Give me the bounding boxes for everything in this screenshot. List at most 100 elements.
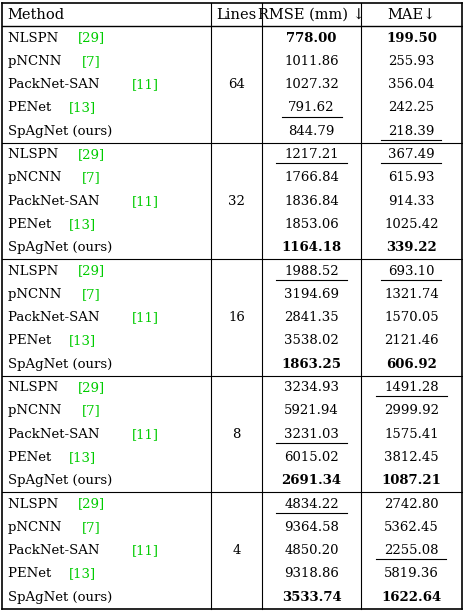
Text: PENet: PENet	[8, 567, 55, 581]
Text: pNCNN: pNCNN	[8, 288, 65, 301]
Text: [7]: [7]	[82, 405, 101, 417]
Text: 2841.35: 2841.35	[284, 311, 338, 324]
Text: 1011.86: 1011.86	[284, 55, 338, 68]
Text: PENet: PENet	[8, 334, 55, 348]
Text: [13]: [13]	[69, 102, 96, 114]
Text: 32: 32	[228, 195, 244, 207]
Text: [11]: [11]	[131, 311, 158, 324]
Text: 218.39: 218.39	[388, 125, 433, 138]
Text: PENet: PENet	[8, 451, 55, 464]
Text: 2742.80: 2742.80	[383, 498, 438, 510]
Text: 5362.45: 5362.45	[383, 521, 438, 534]
Text: 1087.21: 1087.21	[381, 474, 440, 487]
Text: 1853.06: 1853.06	[284, 218, 338, 231]
Text: SpAgNet (ours): SpAgNet (ours)	[8, 125, 112, 138]
Text: SpAgNet (ours): SpAgNet (ours)	[8, 474, 112, 487]
Text: 242.25: 242.25	[388, 102, 433, 114]
Text: PENet: PENet	[8, 102, 55, 114]
Text: pNCNN: pNCNN	[8, 521, 65, 534]
Text: 2121.46: 2121.46	[383, 334, 438, 348]
Text: 3234.93: 3234.93	[283, 381, 338, 394]
Text: [13]: [13]	[69, 451, 96, 464]
Text: SpAgNet (ours): SpAgNet (ours)	[8, 591, 112, 604]
Text: 1766.84: 1766.84	[283, 171, 338, 184]
Text: 4: 4	[232, 544, 240, 557]
Text: NLSPN: NLSPN	[8, 31, 62, 45]
Text: [13]: [13]	[69, 567, 96, 581]
Text: 8: 8	[232, 428, 240, 441]
Text: 5819.36: 5819.36	[383, 567, 438, 581]
Text: 16: 16	[228, 311, 244, 324]
Text: [7]: [7]	[82, 171, 101, 184]
Text: 2255.08: 2255.08	[383, 544, 438, 557]
Text: Lines: Lines	[216, 8, 256, 21]
Text: 1027.32: 1027.32	[284, 78, 338, 91]
Text: [11]: [11]	[131, 195, 158, 207]
Text: PackNet-SAN: PackNet-SAN	[8, 195, 103, 207]
Text: 1622.64: 1622.64	[381, 591, 440, 604]
Text: [11]: [11]	[131, 544, 158, 557]
Text: NLSPN: NLSPN	[8, 264, 62, 278]
Text: PackNet-SAN: PackNet-SAN	[8, 311, 103, 324]
Text: 693.10: 693.10	[387, 264, 434, 278]
Text: [29]: [29]	[78, 148, 105, 161]
Text: 339.22: 339.22	[385, 241, 436, 254]
Text: 255.93: 255.93	[388, 55, 433, 68]
Text: 1836.84: 1836.84	[284, 195, 338, 207]
Text: PENet: PENet	[8, 218, 55, 231]
Text: 6015.02: 6015.02	[284, 451, 338, 464]
Text: 1570.05: 1570.05	[383, 311, 438, 324]
Text: 1988.52: 1988.52	[284, 264, 338, 278]
Text: 778.00: 778.00	[286, 31, 336, 45]
Text: 1575.41: 1575.41	[383, 428, 438, 441]
Text: 199.50: 199.50	[385, 31, 436, 45]
Text: 1217.21: 1217.21	[284, 148, 338, 161]
Text: [7]: [7]	[82, 521, 101, 534]
Text: MAE↓: MAE↓	[386, 8, 435, 21]
Text: 606.92: 606.92	[385, 358, 436, 371]
Text: [29]: [29]	[78, 264, 105, 278]
Text: pNCNN: pNCNN	[8, 55, 65, 68]
Text: NLSPN: NLSPN	[8, 498, 62, 510]
Text: [13]: [13]	[69, 334, 96, 348]
Text: 2999.92: 2999.92	[383, 405, 438, 417]
Text: 844.79: 844.79	[288, 125, 334, 138]
Text: PackNet-SAN: PackNet-SAN	[8, 544, 103, 557]
Text: 1164.18: 1164.18	[281, 241, 341, 254]
Text: 615.93: 615.93	[387, 171, 434, 184]
Text: NLSPN: NLSPN	[8, 148, 62, 161]
Text: PackNet-SAN: PackNet-SAN	[8, 78, 103, 91]
Text: 3231.03: 3231.03	[283, 428, 338, 441]
Text: 3194.69: 3194.69	[283, 288, 338, 301]
Text: [29]: [29]	[78, 381, 105, 394]
Text: [11]: [11]	[131, 78, 158, 91]
Text: 1025.42: 1025.42	[383, 218, 438, 231]
Text: [13]: [13]	[69, 218, 96, 231]
Text: 1863.25: 1863.25	[281, 358, 341, 371]
Text: 9364.58: 9364.58	[283, 521, 338, 534]
Text: 3538.02: 3538.02	[284, 334, 338, 348]
Text: pNCNN: pNCNN	[8, 171, 65, 184]
Text: Method: Method	[7, 8, 64, 21]
Text: 4834.22: 4834.22	[284, 498, 338, 510]
Text: 3533.74: 3533.74	[281, 591, 341, 604]
Text: 3812.45: 3812.45	[383, 451, 438, 464]
Text: 914.33: 914.33	[387, 195, 434, 207]
Text: NLSPN: NLSPN	[8, 381, 62, 394]
Text: [11]: [11]	[131, 428, 158, 441]
Text: SpAgNet (ours): SpAgNet (ours)	[8, 358, 112, 371]
Text: [29]: [29]	[78, 498, 105, 510]
Text: pNCNN: pNCNN	[8, 405, 65, 417]
Text: 64: 64	[228, 78, 244, 91]
Text: [7]: [7]	[82, 288, 101, 301]
Text: RMSE (mm) ↓: RMSE (mm) ↓	[257, 8, 364, 21]
Text: PackNet-SAN: PackNet-SAN	[8, 428, 103, 441]
Text: 1321.74: 1321.74	[383, 288, 438, 301]
Text: 2691.34: 2691.34	[281, 474, 341, 487]
Text: 9318.86: 9318.86	[283, 567, 338, 581]
Text: 367.49: 367.49	[387, 148, 434, 161]
Text: 791.62: 791.62	[288, 102, 334, 114]
Text: [29]: [29]	[78, 31, 105, 45]
Text: 5921.94: 5921.94	[284, 405, 338, 417]
Text: 1491.28: 1491.28	[383, 381, 438, 394]
